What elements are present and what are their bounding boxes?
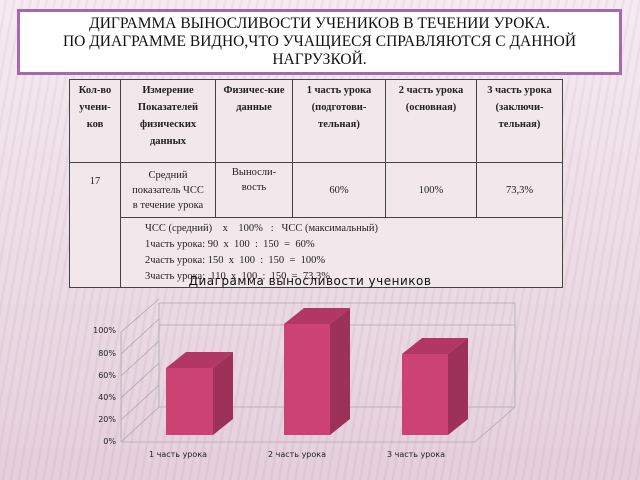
- cell-measure: Средний показатель ЧСС в течение урока: [120, 162, 216, 218]
- header-text: Физичес-кие: [223, 85, 285, 96]
- header-measure: Измерение Показателей физических данных: [120, 79, 216, 163]
- chart-plot-area: [120, 298, 516, 443]
- header-text: ков: [86, 119, 104, 130]
- header-part3: 3 часть урока (заключи- тельная): [476, 79, 563, 163]
- endurance-chart: Диаграмма выносливости учеников: [80, 270, 540, 480]
- header-text: (заключи-: [495, 102, 544, 113]
- header-text: (подготови-: [311, 102, 367, 113]
- header-text: Кол-во: [78, 85, 112, 96]
- formula-line: ЧСС (средний) х 100% : ЧСС (максимальный…: [145, 223, 378, 234]
- header-text: тельная): [498, 119, 541, 130]
- header-part2: 2 часть урока (основная): [385, 79, 477, 163]
- cell-text: в течение урока: [132, 199, 204, 211]
- table-formula-row: ЧСС (средний) х 100% : ЧСС (максимальный…: [70, 217, 563, 288]
- header-part1: 1 часть урока (подготови- тельная): [292, 79, 386, 163]
- header-text: тельная): [318, 119, 360, 130]
- cell-part1: 60%: [292, 162, 386, 218]
- cell-part3: 73,3%: [476, 162, 563, 218]
- cell-text: вость: [241, 182, 267, 193]
- y-tick-0: 0%: [103, 437, 116, 446]
- title-line-1: ДИГРАММА ВЫНОСЛИВОСТИ УЧЕНИКОВ В ТЕЧЕНИИ…: [89, 15, 550, 32]
- cell-part2: 100%: [385, 162, 477, 218]
- cell-count: 17: [69, 162, 121, 288]
- bar-part3: [402, 338, 468, 435]
- formula-line: 3часть урока: 110 х 100 : 150 = 73,3%: [145, 271, 330, 282]
- header-text: учени-: [79, 102, 111, 113]
- header-text: данные: [236, 102, 272, 113]
- formula-cell: ЧСС (средний) х 100% : ЧСС (максимальный…: [120, 217, 563, 288]
- x-label-part3: 3 часть урока: [386, 450, 446, 459]
- slide-title-box: ДИГРАММА ВЫНОСЛИВОСТИ УЧЕНИКОВ В ТЕЧЕНИИ…: [17, 9, 622, 75]
- header-text: физических: [139, 119, 197, 130]
- x-label-part1: 1 часть урока: [148, 450, 208, 459]
- cell-text: показатель ЧСС: [132, 184, 204, 196]
- table-header-row: Кол-во учени- ков Измерение Показателей …: [69, 79, 563, 163]
- header-text: Измерение: [142, 85, 194, 96]
- header-text: 1 часть урока: [306, 85, 372, 96]
- formula-line: 1часть урока: 90 х 100 : 150 = 60%: [145, 239, 315, 250]
- y-tick-40: 40%: [98, 393, 116, 402]
- x-label-part2: 2 часть урока: [267, 450, 327, 459]
- y-tick-100: 100%: [93, 326, 116, 335]
- bar-part2: [284, 308, 350, 435]
- header-count: Кол-во учени- ков: [69, 79, 121, 163]
- header-physical: Физичес-кие данные: [215, 79, 293, 163]
- bar-part1: [166, 352, 233, 435]
- header-text: Показателей: [137, 102, 199, 113]
- cell-physical: Выносли- вость: [215, 162, 293, 218]
- y-tick-80: 80%: [98, 349, 116, 358]
- header-text: 2 часть урока: [398, 85, 464, 96]
- chart-title: Диаграмма выносливости учеников: [188, 274, 432, 288]
- header-text: 3 часть урока: [487, 85, 552, 96]
- title-line-2: ПО ДИАГРАММЕ ВИДНО,ЧТО УЧАЩИЕСЯ СПРАВЛЯЮ…: [62, 33, 577, 50]
- title-line-3: НАГРУЗКОЙ.: [272, 51, 367, 68]
- cell-text: Выносли-: [231, 167, 277, 178]
- endurance-table: Кол-во учени- ков Измерение Показателей …: [69, 79, 563, 288]
- y-tick-60: 60%: [98, 371, 116, 380]
- header-text: данных: [149, 136, 187, 147]
- y-tick-20: 20%: [98, 415, 116, 424]
- cell-text: Средний: [148, 169, 188, 181]
- formula-line: 2часть урока: 150 х 100 : 150 = 100%: [145, 255, 326, 266]
- table-row: 17 Средний показатель ЧСС в течение урок…: [69, 162, 563, 288]
- header-text: (основная): [405, 102, 457, 113]
